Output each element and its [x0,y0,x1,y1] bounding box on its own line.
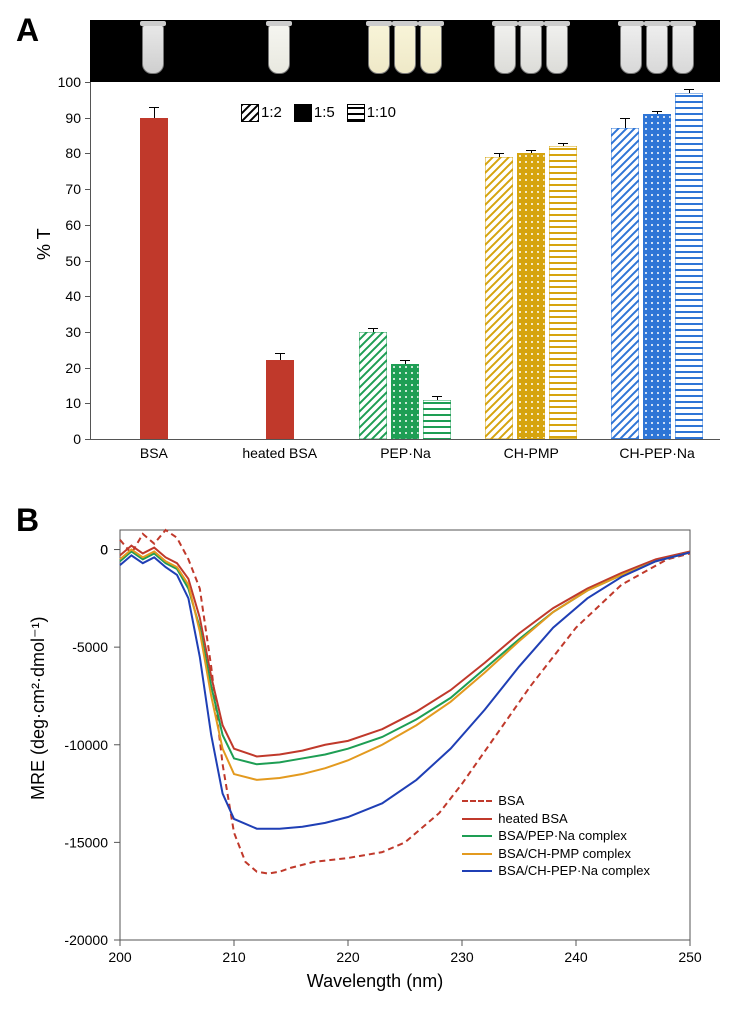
tube [268,24,290,74]
tube-group [468,24,594,74]
bar-group: PEP·Na [343,82,469,439]
svg-text:210: 210 [222,949,246,965]
legend-swatch [462,870,492,872]
svg-text:200: 200 [108,949,132,965]
legend-row: heated BSA [462,810,650,828]
legend-swatch [462,835,492,837]
x-category-label: PEP·Na [380,439,431,461]
panel-a: A 1:2 1:5 1:10 0102030405060708090100BSA… [20,20,730,480]
line-x-axis-label: Wavelength (nm) [307,971,443,992]
svg-text:-5000: -5000 [72,639,108,655]
figure: A 1:2 1:5 1:10 0102030405060708090100BSA… [20,20,730,1000]
y-tick-label: 100 [58,74,91,90]
y-tick-label: 90 [65,110,91,126]
tube [646,24,668,74]
bar [611,128,639,439]
svg-text:250: 250 [678,949,702,965]
bar-group: heated BSA [217,82,343,439]
x-category-label: CH-PMP [504,439,559,461]
legend-row: BSA [462,792,650,810]
bar [423,400,451,439]
bar [359,332,387,439]
svg-text:230: 230 [450,949,474,965]
tube-group [90,24,216,74]
panel-b: B 200210220230240250-20000-15000-10000-5… [20,520,730,1000]
bar [485,157,513,439]
x-category-label: CH-PEP·Na [619,439,694,461]
tube-group [594,24,720,74]
bar [140,118,168,439]
svg-text:-20000: -20000 [64,932,108,948]
bar [517,153,545,439]
tube [620,24,642,74]
tube [420,24,442,74]
bar [391,364,419,439]
y-tick-label: 20 [65,360,91,376]
svg-text:-10000: -10000 [64,737,108,753]
legend-row: BSA/PEP·Na complex [462,827,650,845]
panel-b-label: B [16,502,39,539]
bar-group: BSA [91,82,217,439]
y-tick-label: 0 [73,431,91,447]
legend-swatch [462,853,492,855]
bar-y-axis-label: % T [34,228,55,260]
y-tick-label: 10 [65,395,91,411]
tube [368,24,390,74]
bar-plot: 1:2 1:5 1:10 0102030405060708090100BSAhe… [90,82,720,440]
tube [672,24,694,74]
y-tick-label: 30 [65,324,91,340]
bar [675,93,703,439]
legend-swatch [462,818,492,820]
legend-row: BSA/CH-PEP·Na complex [462,862,650,880]
legend-row: BSA/CH-PMP complex [462,845,650,863]
y-tick-label: 80 [65,145,91,161]
legend-text: BSA/PEP·Na complex [498,827,627,845]
tube [142,24,164,74]
bar-group: CH-PEP·Na [594,82,720,439]
tube [520,24,542,74]
tube [394,24,416,74]
legend-text: BSA [498,792,524,810]
line-legend: BSAheated BSABSA/PEP·Na complexBSA/CH-PM… [462,792,650,880]
svg-text:220: 220 [336,949,360,965]
bar [549,146,577,439]
x-category-label: BSA [140,439,168,461]
tubes-photo-strip [90,20,720,86]
tube [546,24,568,74]
y-tick-label: 40 [65,288,91,304]
svg-text:0: 0 [100,542,108,558]
bar-group: CH-PMP [468,82,594,439]
bar [643,114,671,439]
svg-text:240: 240 [564,949,588,965]
svg-text:-15000: -15000 [64,834,108,850]
legend-text: BSA/CH-PMP complex [498,845,631,863]
legend-swatch [462,800,492,802]
legend-text: heated BSA [498,810,567,828]
bar [266,360,294,439]
legend-text: BSA/CH-PEP·Na complex [498,862,650,880]
tube-group [342,24,468,74]
panel-a-label: A [16,12,39,49]
y-tick-label: 50 [65,253,91,269]
tube-group [216,24,342,74]
y-tick-label: 60 [65,217,91,233]
tube [494,24,516,74]
line-y-axis-label: MRE (deg·cm²·dmol⁻¹) [28,616,49,800]
x-category-label: heated BSA [242,439,317,461]
y-tick-label: 70 [65,181,91,197]
